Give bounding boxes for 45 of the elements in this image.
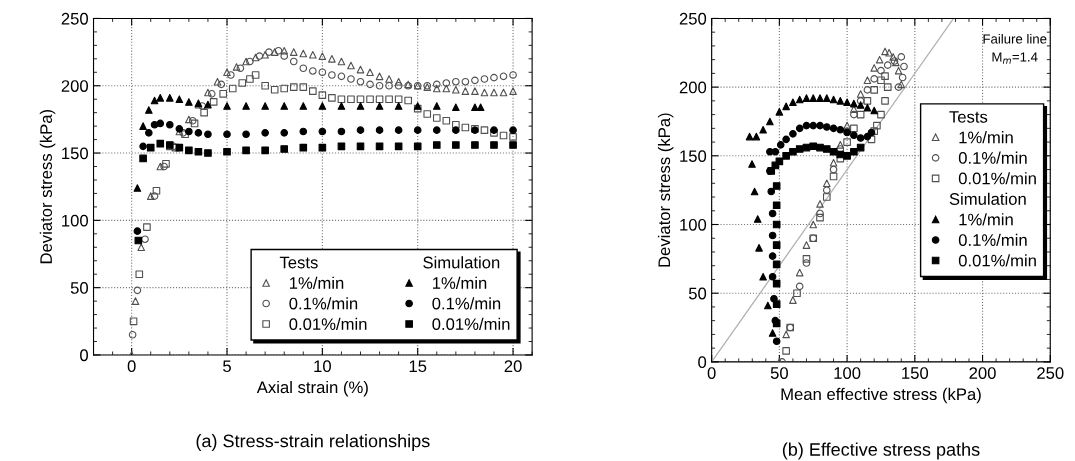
y-tick-label: 100 [680, 218, 707, 231]
x-tick-label: 200 [969, 367, 996, 379]
legend-label: 0.1%/min [289, 297, 358, 310]
annotation: Tests [949, 111, 988, 123]
legend-label: 0.01%/min [432, 317, 510, 331]
x-tick-label: 0 [127, 360, 136, 373]
legend-label: 0.1%/min [958, 151, 1027, 164]
y-axis-title: Deviator stress (kPa) [39, 109, 56, 264]
x-tick-label: 50 [770, 367, 788, 379]
legend-label: 0.01%/min [958, 254, 1036, 267]
x-axis-title: Mean effective stress (kPa) [781, 387, 981, 404]
x-tick-label: 250 [1037, 367, 1064, 379]
text: (b) Effective stress paths [782, 442, 980, 460]
x-axis-title: Axial strain (%) [256, 380, 368, 397]
y-tick-label: 200 [679, 81, 707, 94]
y-tick-label: 250 [679, 12, 707, 25]
y-tick-label: 250 [61, 12, 89, 25]
annotation: Failure line M$_{m}$=1.4 [983, 33, 1047, 64]
legend-label: 0.01%/min [289, 317, 367, 331]
y-axis-title: Deviator stress (kPa) [657, 113, 674, 267]
text: (a) Stress-strain relationships [196, 434, 430, 451]
annotation: Tests [279, 256, 318, 269]
x-tick-label: 20 [504, 360, 522, 373]
legend-label: 1%/min [432, 276, 487, 289]
y-tick-label: 150 [680, 150, 707, 163]
legend-label: 1%/min [959, 213, 1013, 226]
x-tick-label: 0 [707, 367, 716, 379]
x-tick-label: 100 [834, 367, 861, 379]
x-tick-label: 5 [223, 360, 231, 373]
y-tick-label: 150 [62, 147, 89, 160]
annotation: Simulation [949, 192, 1026, 205]
legend-label: 0.01%/min [958, 172, 1036, 185]
y-tick-label: 200 [61, 80, 89, 92]
annotation: Simulation [423, 256, 500, 269]
x-tick-label: 150 [902, 367, 929, 379]
y-tick-label: 100 [62, 214, 89, 227]
y-tick-label: 50 [70, 282, 89, 294]
legend-label: 0.1%/min [958, 233, 1027, 246]
y-tick-label: 50 [688, 287, 707, 300]
x-tick-label: 15 [409, 360, 427, 373]
legend-label: 0.1%/min [432, 297, 501, 310]
x-tick-label: 10 [314, 360, 331, 373]
legend-label: 1%/min [959, 131, 1013, 144]
legend-label: 1%/min [289, 276, 344, 289]
y-tick-label: 0 [80, 349, 89, 362]
